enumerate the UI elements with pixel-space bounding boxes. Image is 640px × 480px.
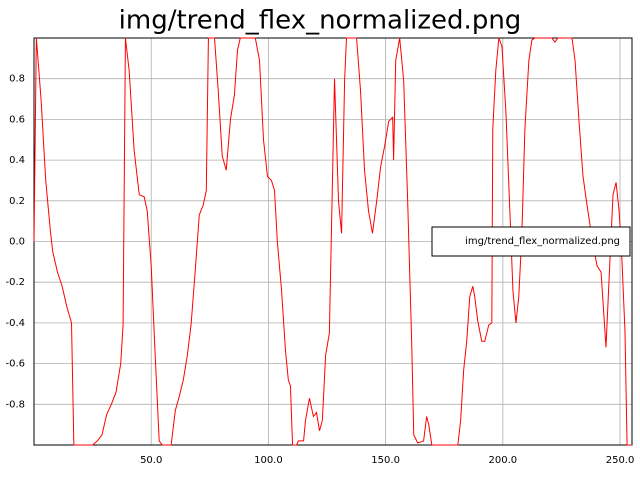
x-tick-label: 150.0 bbox=[371, 455, 400, 466]
y-tick-label: -0.2 bbox=[5, 277, 25, 288]
chart-title: img/trend_flex_normalized.png bbox=[119, 6, 522, 36]
x-tick-label: 200.0 bbox=[489, 455, 518, 466]
y-tick-label: 0.6 bbox=[9, 114, 25, 125]
y-tick-label: -0.4 bbox=[5, 318, 25, 329]
y-tick-label: 0.0 bbox=[9, 237, 25, 248]
y-tick-label: 0.2 bbox=[9, 196, 25, 207]
data-line bbox=[33, 37, 632, 446]
y-tick-label: 0.4 bbox=[9, 155, 25, 166]
x-tick-label: 50.0 bbox=[140, 455, 162, 466]
y-tick-label: -0.6 bbox=[5, 359, 25, 370]
x-tick-label: 250.0 bbox=[606, 455, 635, 466]
legend: img/trend_flex_normalized.png bbox=[431, 226, 631, 257]
legend-box bbox=[431, 226, 631, 257]
y-tick-label: 0.8 bbox=[9, 74, 25, 85]
legend-label: img/trend_flex_normalized.png bbox=[465, 236, 620, 247]
x-tick-label: 100.0 bbox=[254, 455, 283, 466]
y-tick-label: -0.8 bbox=[5, 399, 25, 410]
